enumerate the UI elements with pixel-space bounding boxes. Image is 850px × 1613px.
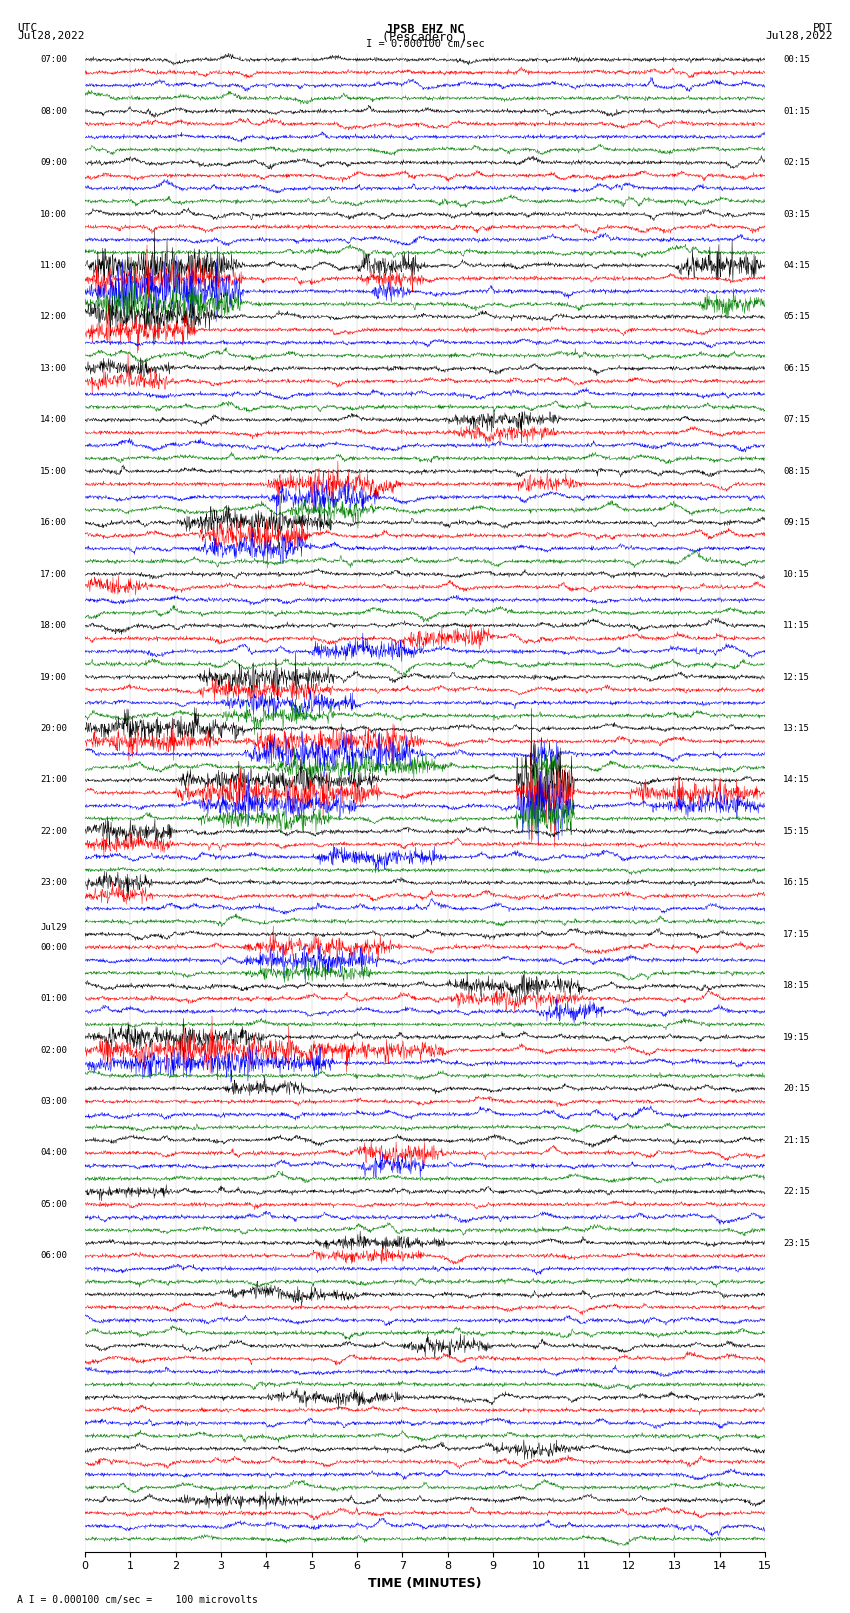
- X-axis label: TIME (MINUTES): TIME (MINUTES): [368, 1578, 482, 1590]
- Text: 14:15: 14:15: [783, 776, 810, 784]
- Text: 04:00: 04:00: [40, 1148, 67, 1158]
- Text: Jul29: Jul29: [40, 923, 67, 932]
- Text: 10:15: 10:15: [783, 569, 810, 579]
- Text: 09:00: 09:00: [40, 158, 67, 168]
- Text: 14:00: 14:00: [40, 415, 67, 424]
- Text: 05:15: 05:15: [783, 313, 810, 321]
- Text: 20:00: 20:00: [40, 724, 67, 732]
- Text: 19:00: 19:00: [40, 673, 67, 682]
- Text: 06:15: 06:15: [783, 365, 810, 373]
- Text: 11:15: 11:15: [783, 621, 810, 631]
- Text: 17:00: 17:00: [40, 569, 67, 579]
- Text: 23:00: 23:00: [40, 879, 67, 887]
- Text: (Pescadero ): (Pescadero ): [382, 31, 468, 44]
- Text: JPSB EHZ NC: JPSB EHZ NC: [386, 23, 464, 35]
- Text: Jul28,2022: Jul28,2022: [766, 31, 833, 40]
- Text: 07:15: 07:15: [783, 415, 810, 424]
- Text: 15:15: 15:15: [783, 827, 810, 836]
- Text: 20:15: 20:15: [783, 1084, 810, 1094]
- Text: 05:00: 05:00: [40, 1200, 67, 1208]
- Text: 03:15: 03:15: [783, 210, 810, 218]
- Text: 16:00: 16:00: [40, 518, 67, 527]
- Text: 23:15: 23:15: [783, 1239, 810, 1247]
- Text: 13:15: 13:15: [783, 724, 810, 732]
- Text: 03:00: 03:00: [40, 1097, 67, 1107]
- Text: 08:00: 08:00: [40, 106, 67, 116]
- Text: Jul28,2022: Jul28,2022: [17, 31, 84, 40]
- Text: 21:15: 21:15: [783, 1136, 810, 1145]
- Text: 07:00: 07:00: [40, 55, 67, 65]
- Text: 10:00: 10:00: [40, 210, 67, 218]
- Text: 09:15: 09:15: [783, 518, 810, 527]
- Text: 01:00: 01:00: [40, 994, 67, 1003]
- Text: 02:15: 02:15: [783, 158, 810, 168]
- Text: 06:00: 06:00: [40, 1252, 67, 1260]
- Text: 19:15: 19:15: [783, 1032, 810, 1042]
- Text: A I = 0.000100 cm/sec =    100 microvolts: A I = 0.000100 cm/sec = 100 microvolts: [17, 1595, 258, 1605]
- Text: 12:00: 12:00: [40, 313, 67, 321]
- Text: 02:00: 02:00: [40, 1045, 67, 1055]
- Text: 22:15: 22:15: [783, 1187, 810, 1197]
- Text: PDT: PDT: [813, 23, 833, 32]
- Text: 18:15: 18:15: [783, 981, 810, 990]
- Text: 15:00: 15:00: [40, 466, 67, 476]
- Text: UTC: UTC: [17, 23, 37, 32]
- Text: 12:15: 12:15: [783, 673, 810, 682]
- Text: 00:00: 00:00: [40, 942, 67, 952]
- Text: 22:00: 22:00: [40, 827, 67, 836]
- Text: 04:15: 04:15: [783, 261, 810, 269]
- Text: 00:15: 00:15: [783, 55, 810, 65]
- Text: 18:00: 18:00: [40, 621, 67, 631]
- Text: 16:15: 16:15: [783, 879, 810, 887]
- Text: 13:00: 13:00: [40, 365, 67, 373]
- Text: 08:15: 08:15: [783, 466, 810, 476]
- Text: 21:00: 21:00: [40, 776, 67, 784]
- Text: I = 0.000100 cm/sec: I = 0.000100 cm/sec: [366, 39, 484, 48]
- Text: 17:15: 17:15: [783, 929, 810, 939]
- Text: 11:00: 11:00: [40, 261, 67, 269]
- Text: 01:15: 01:15: [783, 106, 810, 116]
